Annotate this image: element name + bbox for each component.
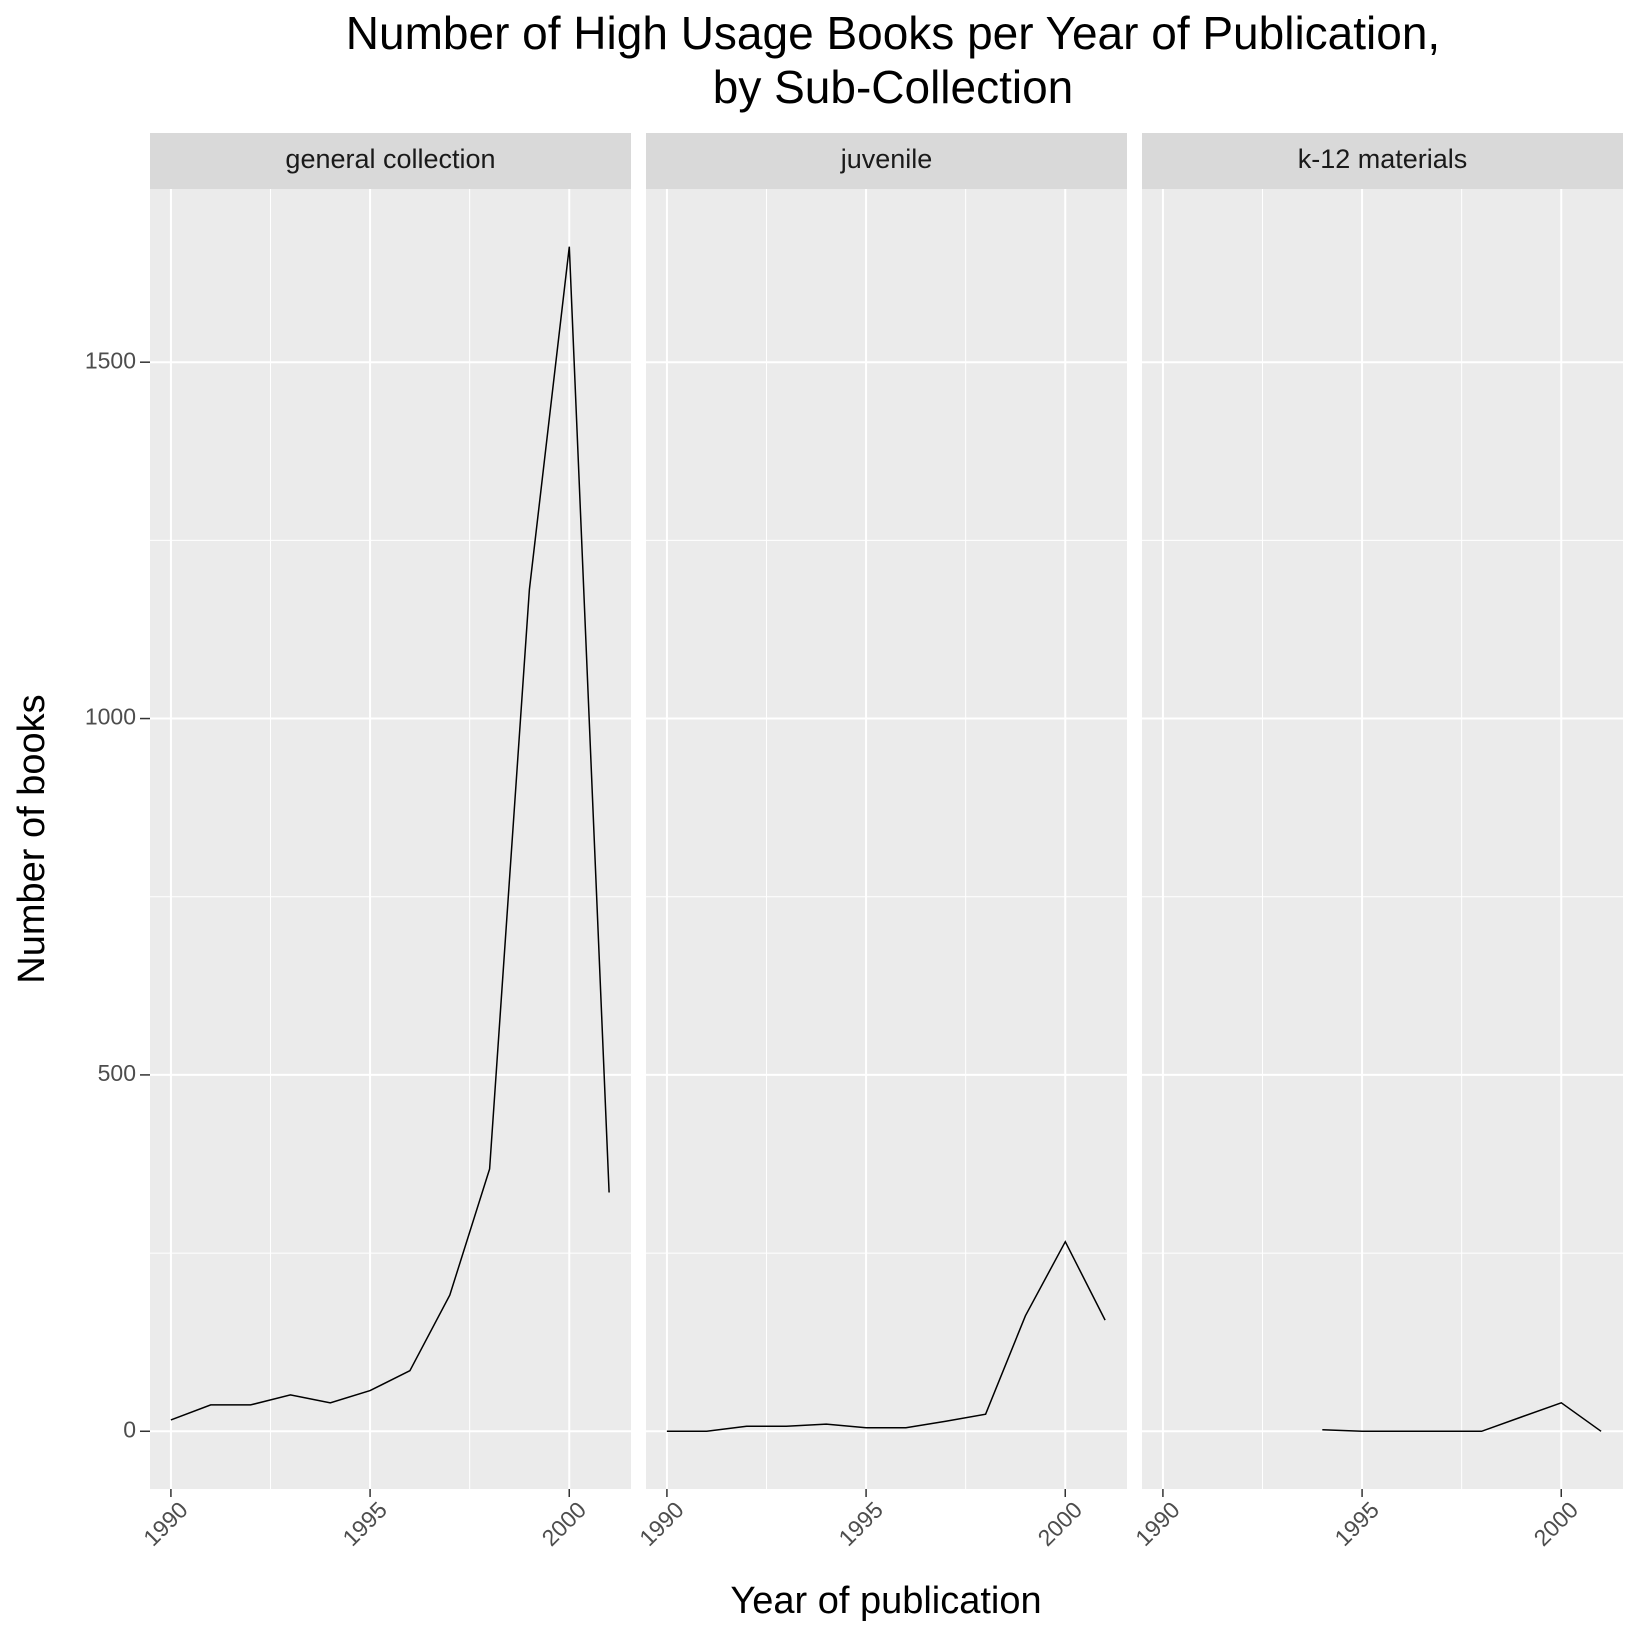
strip-label: general collection bbox=[285, 144, 495, 174]
panel bbox=[646, 189, 1127, 1489]
x-axis-label: Year of publication bbox=[730, 1580, 1041, 1622]
y-tick-label: 0 bbox=[123, 1416, 136, 1442]
y-tick-label: 1000 bbox=[85, 704, 136, 730]
line bbox=[666, 1240, 1106, 1433]
y-axis-label: Number of books bbox=[11, 694, 53, 983]
strip bbox=[150, 133, 631, 189]
x-tick-label: 1990 bbox=[634, 1496, 689, 1551]
strip bbox=[646, 133, 1127, 189]
x-tick-label: 2000 bbox=[537, 1496, 592, 1551]
x-tick-label: 1995 bbox=[1329, 1496, 1384, 1551]
y-tick-label: 500 bbox=[98, 1060, 136, 1086]
y-tick-label: 1500 bbox=[85, 347, 136, 373]
x-tick-label: 1995 bbox=[833, 1496, 888, 1551]
line bbox=[1322, 1401, 1602, 1433]
x-tick-label: 2000 bbox=[1529, 1496, 1584, 1551]
x-tick-label: 1990 bbox=[1130, 1496, 1185, 1551]
chart-title: Number of High Usage Books per Year of P… bbox=[346, 7, 1440, 59]
x-tick-label: 1990 bbox=[138, 1496, 193, 1551]
line bbox=[170, 246, 610, 1421]
x-tick-label: 1995 bbox=[337, 1496, 392, 1551]
chart-subtitle: by Sub-Collection bbox=[713, 61, 1074, 113]
strip bbox=[1142, 133, 1623, 189]
strip-label: k-12 materials bbox=[1298, 144, 1468, 174]
panel bbox=[150, 189, 631, 1489]
x-tick-label: 2000 bbox=[1033, 1496, 1088, 1551]
strip-label: juvenile bbox=[840, 144, 933, 174]
panel bbox=[1142, 189, 1623, 1489]
